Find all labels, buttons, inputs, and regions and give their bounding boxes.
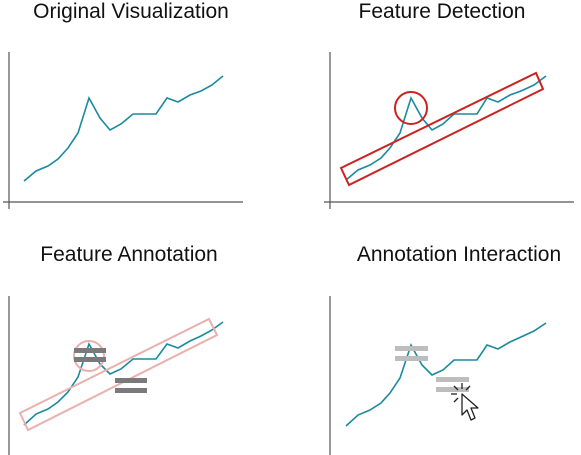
annotation-mark-trend <box>115 378 147 393</box>
series-line <box>346 323 546 426</box>
trend-highlight-box <box>20 319 217 430</box>
trend-highlight-box <box>341 73 543 185</box>
series-line <box>346 76 546 180</box>
panel-feature-detection: Feature Detection <box>291 0 581 227</box>
panel-feature-annotation: Feature Annotation <box>0 228 290 455</box>
annotation-mark-trend[interactable] <box>436 377 469 392</box>
annotation-mark-peak <box>74 348 106 362</box>
panel-original-visualization: Original Visualization <box>0 0 290 227</box>
axes <box>3 52 243 209</box>
series-line <box>24 322 223 425</box>
annotation-mark-peak <box>395 346 428 361</box>
plot-annotation <box>0 228 290 455</box>
plot-interaction <box>291 228 581 455</box>
plot-original <box>0 0 290 227</box>
panel-annotation-interaction: Annotation Interaction <box>291 228 581 455</box>
series-line <box>24 76 223 181</box>
plot-detection <box>291 0 581 227</box>
